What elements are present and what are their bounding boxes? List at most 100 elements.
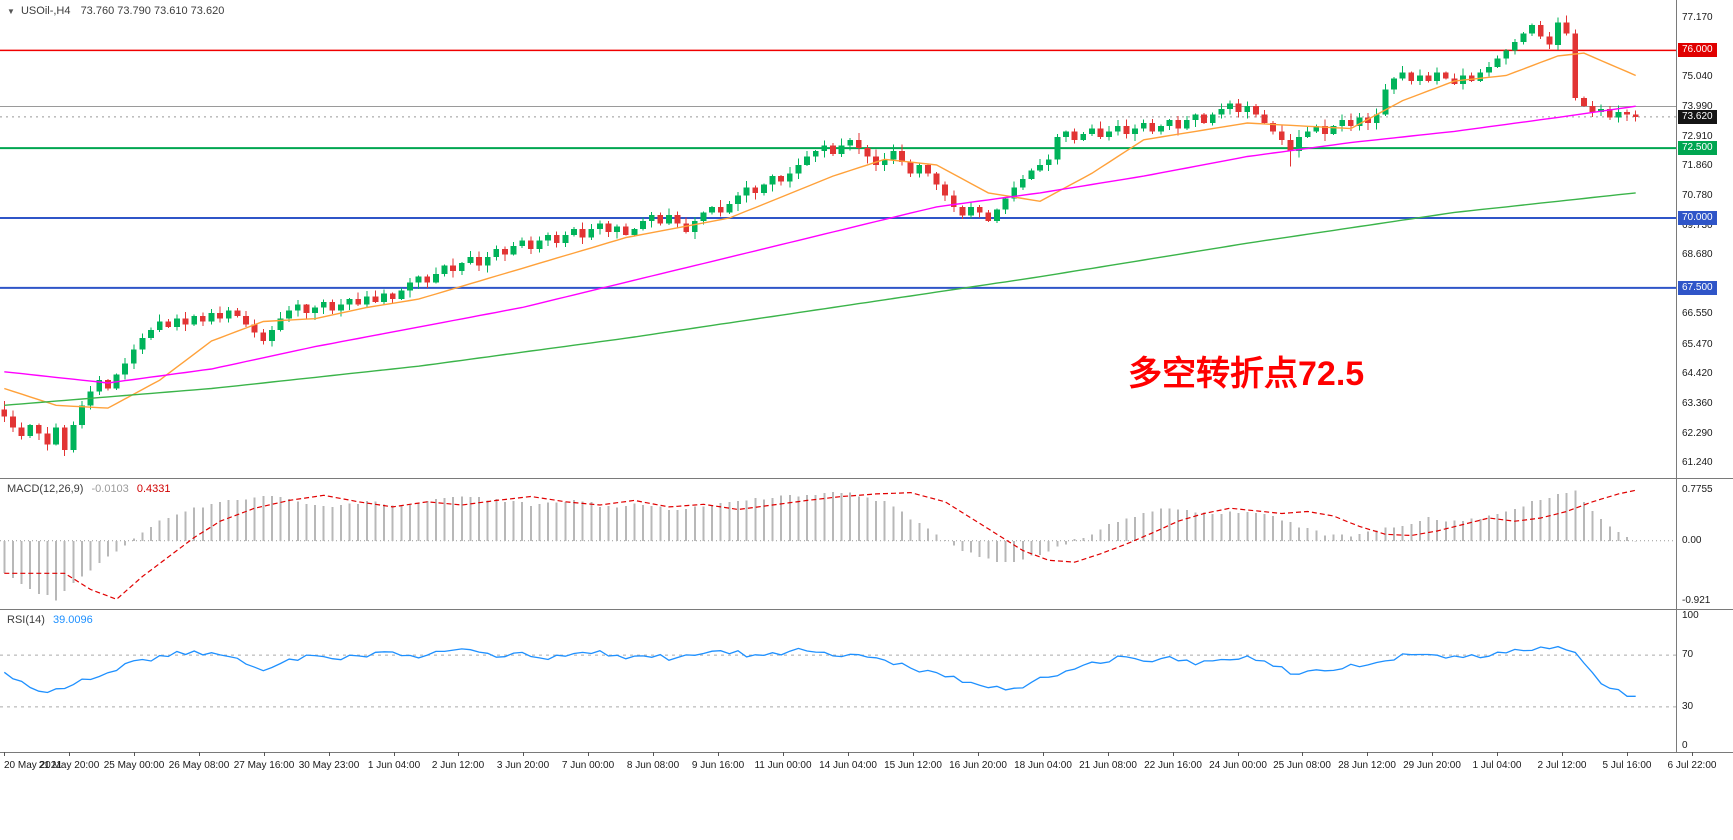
price-level-badge: 70.000 <box>1678 211 1717 225</box>
time-tick-mark <box>199 752 200 756</box>
price-tick: 70.780 <box>1682 190 1713 201</box>
time-label: 20 May 2021 <box>4 760 62 771</box>
time-label: 29 Jun 20:00 <box>1403 760 1461 771</box>
macd-label: MACD(12,26,9) -0.0103 0.4331 <box>7 483 171 495</box>
time-label: 5 Jul 16:00 <box>1602 760 1652 771</box>
time-label: 2 Jun 12:00 <box>431 760 485 771</box>
price-level-badge: 72.500 <box>1678 141 1717 155</box>
price-level-badge: 67.500 <box>1678 281 1717 295</box>
rsi-tick: 70 <box>1682 649 1694 660</box>
price-tick: 72.910 <box>1682 131 1713 142</box>
time-tick-mark <box>329 752 330 756</box>
time-tick-mark <box>1043 752 1044 756</box>
macd-main-value: -0.0103 <box>91 483 129 495</box>
chart-symbol-timeframe: USOil-,H4 <box>20 5 71 17</box>
time-tick-mark <box>69 752 70 756</box>
ma-fast-orange <box>4 52 1636 409</box>
price-tick: 73.990 <box>1682 101 1713 112</box>
time-tick-mark <box>913 752 914 756</box>
macd-axis[interactable]: 0.7755 0.00 -0.921 <box>1676 479 1733 609</box>
price-chart-canvas[interactable] <box>0 0 1676 478</box>
rsi-value: 39.0096 <box>52 614 93 626</box>
time-tick-mark <box>1627 752 1628 756</box>
time-tick-mark <box>1692 752 1693 756</box>
time-label: 28 Jun 12:00 <box>1338 760 1396 771</box>
price-tick: 69.730 <box>1682 220 1713 231</box>
rsi-label: RSI(14) 39.0096 <box>7 614 93 626</box>
time-axis[interactable]: 20 May 2021 21 May 20:00 25 May 00:00 26 Ma… <box>0 752 1733 782</box>
time-label: 27 May 16:00 <box>233 760 295 771</box>
time-tick-mark <box>783 752 784 756</box>
time-tick-mark <box>1108 752 1109 756</box>
time-tick-mark <box>134 752 135 756</box>
time-label: 25 May 00:00 <box>103 760 165 771</box>
time-label: 3 Jun 20:00 <box>496 760 550 771</box>
time-tick-mark <box>523 752 524 756</box>
time-label: 1 Jul 04:00 <box>1472 760 1522 771</box>
time-label: 18 Jun 04:00 <box>1014 760 1072 771</box>
time-label: 11 Jun 00:00 <box>754 760 812 771</box>
time-tick-mark <box>458 752 459 756</box>
time-label: 8 Jun 08:00 <box>626 760 680 771</box>
time-tick-mark <box>653 752 654 756</box>
rsi-tick: 0 <box>1682 740 1688 751</box>
time-label: 30 May 23:00 <box>298 760 360 771</box>
time-label: 24 Jun 00:00 <box>1209 760 1267 771</box>
panel-separator[interactable] <box>0 478 1733 479</box>
price-tick: 65.470 <box>1682 339 1713 350</box>
chart-text-annotation[interactable]: 多空转折点72.5 <box>1128 355 1365 393</box>
time-tick-mark <box>978 752 979 756</box>
price-tick: 66.550 <box>1682 308 1713 319</box>
rsi-chart-canvas[interactable] <box>0 610 1676 752</box>
time-tick-mark <box>1367 752 1368 756</box>
ma-mid-magenta <box>4 105 1636 384</box>
macd-tick: 0.7755 <box>1682 484 1713 495</box>
time-label: 7 Jun 00:00 <box>561 760 615 771</box>
time-label: 2 Jul 12:00 <box>1537 760 1587 771</box>
candles <box>1 15 1639 457</box>
time-label: 1 Jun 04:00 <box>367 760 421 771</box>
macd-tick: -0.921 <box>1682 595 1711 606</box>
time-label: 26 May 08:00 <box>168 760 230 771</box>
rsi-line <box>3 645 1636 697</box>
price-level-badge: 76.000 <box>1678 43 1717 57</box>
chart-shift-marker-icon: ▼ <box>7 7 15 16</box>
chart-title: ▼ USOil-,H4 73.760 73.790 73.610 73.620 <box>7 5 224 17</box>
time-label: 22 Jun 16:00 <box>1144 760 1202 771</box>
time-tick-mark <box>1302 752 1303 756</box>
price-tick: 77.170 <box>1682 12 1713 23</box>
rsi-axis[interactable]: 100 70 30 0 <box>1676 610 1733 752</box>
macd-signal-value: 0.4331 <box>136 483 171 495</box>
price-axis[interactable]: 77.170 75.040 73.990 72.910 71.860 70.780 69.7… <box>1676 0 1733 478</box>
macd-signal-line <box>4 489 1636 600</box>
time-tick-mark <box>1562 752 1563 756</box>
time-label: 16 Jun 20:00 <box>949 760 1007 771</box>
time-label: 6 Jul 22:00 <box>1667 760 1717 771</box>
rsi-tick: 30 <box>1682 701 1694 712</box>
panel-separator[interactable] <box>0 609 1733 610</box>
time-tick-mark <box>394 752 395 756</box>
rsi-tick: 100 <box>1682 610 1699 621</box>
macd-indicator-name: MACD(12,26,9) <box>7 483 84 495</box>
chart-ohlc-values: 73.760 73.790 73.610 73.620 <box>80 5 225 17</box>
price-tick: 71.860 <box>1682 160 1713 171</box>
time-tick-mark <box>848 752 849 756</box>
price-level-badge: 73.620 <box>1678 110 1717 124</box>
time-tick-mark <box>1497 752 1498 756</box>
time-tick-mark <box>1432 752 1433 756</box>
time-label: 15 Jun 12:00 <box>884 760 942 771</box>
time-tick-mark <box>4 752 5 756</box>
time-axis-separator <box>0 752 1733 753</box>
macd-histogram <box>3 490 1637 601</box>
time-label: 14 Jun 04:00 <box>819 760 877 771</box>
time-tick-mark <box>1173 752 1174 756</box>
macd-chart-canvas[interactable] <box>0 479 1676 609</box>
price-tick: 61.240 <box>1682 457 1713 468</box>
price-tick: 68.680 <box>1682 249 1713 260</box>
time-tick-mark <box>718 752 719 756</box>
rsi-indicator-name: RSI(14) <box>7 614 45 626</box>
price-tick: 62.290 <box>1682 428 1713 439</box>
time-label: 9 Jun 16:00 <box>691 760 745 771</box>
time-label: 21 May 20:00 <box>38 760 100 771</box>
macd-tick: 0.00 <box>1682 535 1702 546</box>
